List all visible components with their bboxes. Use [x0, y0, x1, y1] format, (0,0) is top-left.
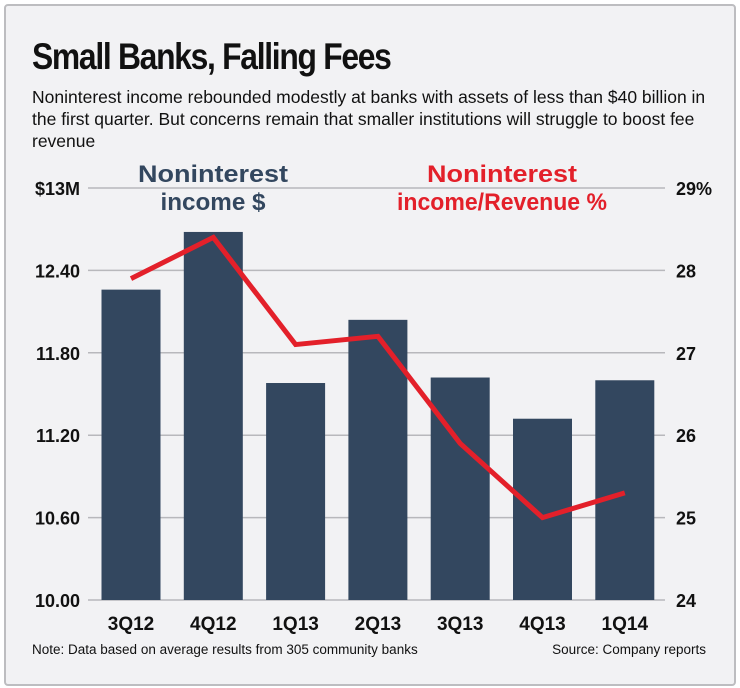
left-tick-label: 10.00: [35, 591, 80, 611]
bar: [183, 231, 243, 601]
left-tick-label: $13M: [35, 179, 80, 199]
left-tick-label: 11.80: [36, 344, 80, 364]
source: Source: Company reports: [552, 642, 706, 657]
category-label: 1Q13: [272, 614, 318, 635]
bar: [595, 380, 655, 600]
legend-label: income $: [161, 189, 267, 216]
right-tick-label: 29%: [676, 179, 712, 199]
right-tick-label: 27: [676, 344, 696, 364]
left-tick-label: 12.40: [35, 261, 80, 281]
category-label: 4Q12: [190, 614, 236, 635]
category-label: 4Q13: [519, 614, 565, 635]
right-tick-label: 28: [676, 261, 696, 281]
bar: [266, 383, 326, 600]
left-tick-label: 11.20: [36, 426, 80, 446]
chart-title: Small Banks, Falling Fees: [32, 36, 392, 77]
right-tick-label: 25: [676, 509, 696, 529]
note: Note: Data based on average results from…: [32, 642, 418, 657]
legend-label: Noninterest: [138, 161, 288, 188]
chart-subtitle: Noninterest income rebounded modestly at…: [32, 87, 706, 151]
bar: [430, 377, 490, 600]
legend-label: income/Revenue %: [397, 189, 607, 216]
left-tick-label: 10.60: [35, 509, 80, 529]
bar: [348, 319, 408, 600]
category-label: 1Q14: [602, 614, 649, 635]
category-label: 3Q12: [108, 614, 154, 635]
category-label: 2Q13: [355, 614, 401, 635]
bar: [101, 289, 161, 600]
right-tick-label: 26: [676, 426, 696, 446]
legend-label: Noninterest: [427, 161, 577, 188]
right-tick-label: 24: [676, 591, 696, 611]
category-label: 3Q13: [437, 614, 483, 635]
